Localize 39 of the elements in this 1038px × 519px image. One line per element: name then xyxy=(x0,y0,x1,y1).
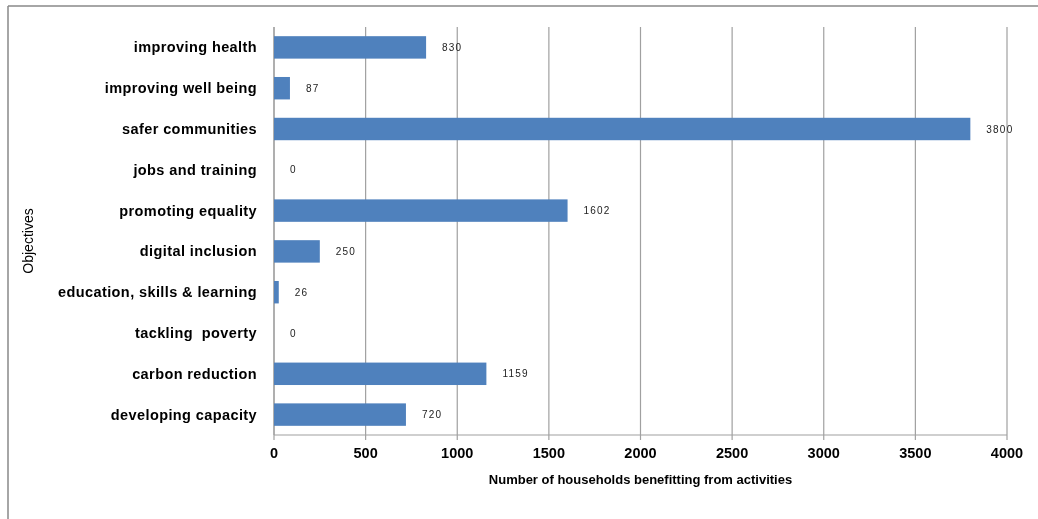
x-tick-label: 0 xyxy=(269,445,279,461)
x-tick-label: 2000 xyxy=(624,445,657,461)
x-tick-label: 1000 xyxy=(441,445,474,461)
x-axis-title: Number of households benefitting from activities xyxy=(488,472,793,487)
y-tick-label: improving health xyxy=(133,39,257,56)
data-label: 1159 xyxy=(502,368,529,380)
bar xyxy=(274,240,320,263)
data-label: 26 xyxy=(294,286,309,298)
bar xyxy=(274,76,290,100)
y-tick-label: developing capacity xyxy=(110,406,257,423)
data-label: 3800 xyxy=(986,123,1014,135)
bar xyxy=(274,362,487,386)
data-label: 0 xyxy=(290,327,297,339)
data-label: 830 xyxy=(442,41,463,53)
x-tick-label: 3000 xyxy=(807,445,840,461)
bar xyxy=(274,403,406,426)
bar xyxy=(274,117,971,141)
y-tick-label: carbon reduction xyxy=(132,365,257,382)
y-tick-label: safer communities xyxy=(122,121,257,138)
y-tick-label: jobs and training xyxy=(132,161,257,178)
y-tick-label: tackling poverty xyxy=(134,325,257,342)
y-tick-label: improving well being xyxy=(104,80,257,97)
data-label: 87 xyxy=(305,82,320,94)
x-tick-label: 4000 xyxy=(990,445,1024,461)
y-axis-title: Objectives xyxy=(20,208,36,274)
y-tick-label: digital inclusion xyxy=(139,243,257,260)
data-label: 720 xyxy=(421,409,443,421)
bar xyxy=(274,199,568,222)
x-tick-label: 1500 xyxy=(532,445,566,461)
x-tick-label: 3500 xyxy=(899,445,932,461)
data-label: 1602 xyxy=(583,205,611,217)
data-label: 0 xyxy=(290,164,297,176)
bar xyxy=(274,280,279,304)
x-tick-label: 500 xyxy=(353,445,378,461)
bar xyxy=(274,36,427,59)
y-tick-label: education, skills & learning xyxy=(58,284,257,301)
data-label: 250 xyxy=(335,245,357,257)
x-tick-label: 2500 xyxy=(715,445,749,461)
y-tick-label: promoting equality xyxy=(119,202,257,219)
